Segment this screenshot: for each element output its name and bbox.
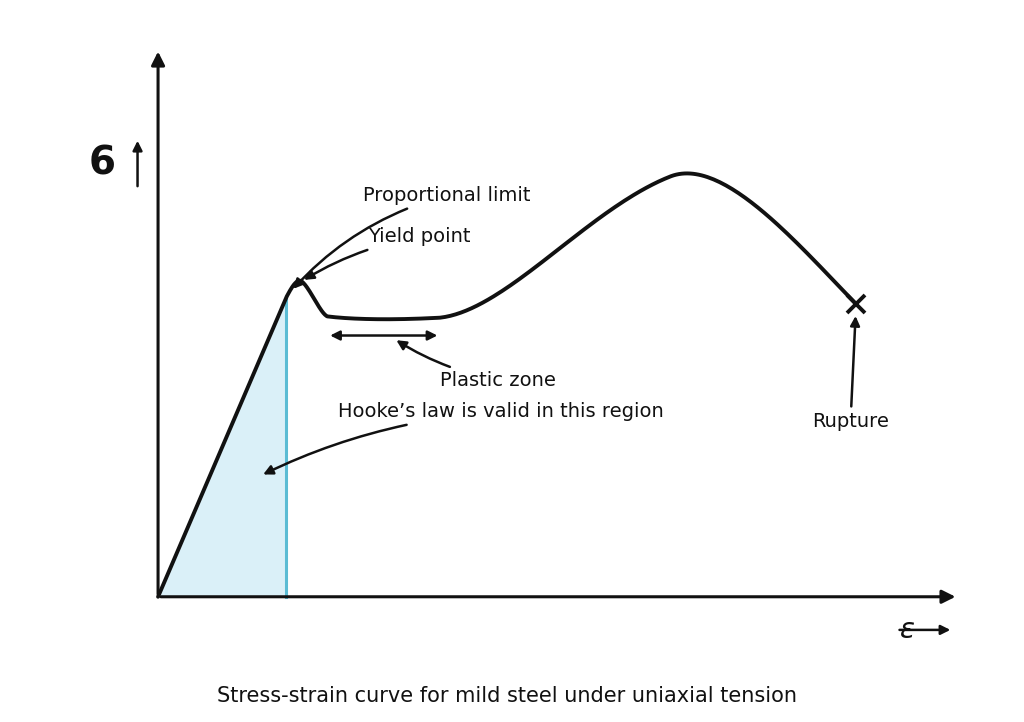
Text: Rupture: Rupture [812, 319, 889, 431]
Text: Stress-strain curve for mild steel under uniaxial tension: Stress-strain curve for mild steel under… [217, 685, 797, 705]
Polygon shape [158, 297, 287, 597]
Text: ε: ε [899, 616, 914, 644]
Text: Hooke’s law is valid in this region: Hooke’s law is valid in this region [265, 402, 664, 474]
Text: Yield point: Yield point [306, 227, 471, 279]
Text: Proportional limit: Proportional limit [295, 186, 530, 287]
Text: Plastic zone: Plastic zone [398, 342, 556, 390]
Text: 6: 6 [88, 144, 115, 183]
